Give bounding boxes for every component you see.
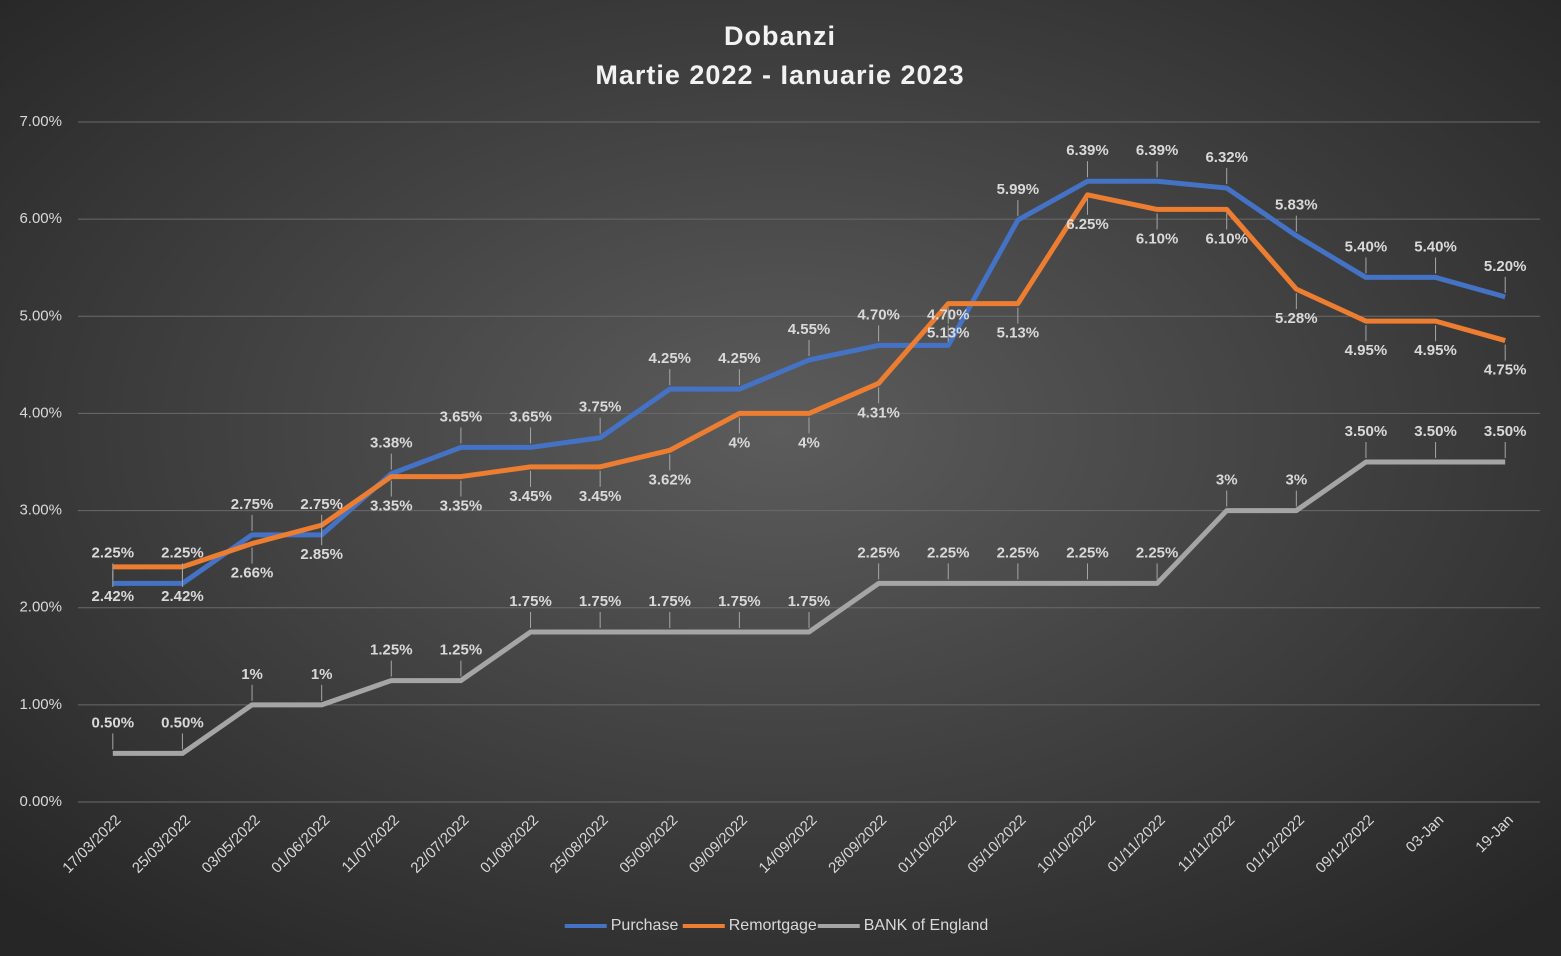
data-label: 1.75% bbox=[788, 593, 831, 610]
y-tick-label: 3.00% bbox=[19, 502, 62, 519]
data-label: 4.25% bbox=[718, 350, 761, 367]
data-label: 4.31% bbox=[857, 404, 900, 421]
data-label: 6.10% bbox=[1136, 230, 1179, 247]
data-label: 4.55% bbox=[788, 321, 831, 338]
data-label: 2.66% bbox=[231, 565, 274, 582]
data-label: 4% bbox=[729, 434, 751, 451]
data-label: 4.25% bbox=[648, 350, 691, 367]
data-label: 6.39% bbox=[1066, 142, 1109, 159]
data-label: 1% bbox=[311, 666, 333, 683]
data-label: 5.40% bbox=[1345, 238, 1388, 255]
data-label: 1.75% bbox=[579, 593, 622, 610]
data-label: 1.75% bbox=[509, 593, 552, 610]
data-label: 3.45% bbox=[509, 488, 552, 505]
data-label: 3.50% bbox=[1345, 423, 1388, 440]
data-label: 5.13% bbox=[927, 325, 970, 342]
data-label: 6.10% bbox=[1205, 230, 1248, 247]
series-line bbox=[112, 178, 1506, 586]
y-tick-label: 1.00% bbox=[19, 696, 62, 713]
legend-label: BANK of England bbox=[864, 917, 989, 934]
data-label: 2.25% bbox=[1066, 544, 1109, 561]
data-label: 5.20% bbox=[1484, 258, 1527, 275]
series-line bbox=[112, 192, 1506, 570]
data-label: 4.95% bbox=[1414, 342, 1457, 359]
data-label: 6.25% bbox=[1066, 216, 1109, 233]
chart-subtitle: Martie 2022 - Ianuarie 2023 bbox=[595, 60, 964, 90]
data-label: 5.99% bbox=[997, 181, 1040, 198]
data-label: 2.25% bbox=[92, 544, 135, 561]
y-tick-label: 7.00% bbox=[19, 113, 62, 130]
data-label: 3.62% bbox=[648, 471, 691, 488]
data-label: 1.25% bbox=[370, 642, 413, 659]
y-tick-label: 5.00% bbox=[19, 307, 62, 324]
data-label: 2.75% bbox=[231, 496, 274, 513]
data-label: 3.45% bbox=[579, 488, 622, 505]
data-label: 3% bbox=[1285, 472, 1307, 489]
data-label: 5.13% bbox=[997, 325, 1040, 342]
y-tick-label: 0.00% bbox=[19, 793, 62, 810]
data-label: 2.25% bbox=[161, 544, 204, 561]
data-label: 2.25% bbox=[1136, 544, 1179, 561]
data-label: 3.35% bbox=[370, 498, 413, 515]
data-label: 4.70% bbox=[857, 306, 900, 323]
data-label: 1% bbox=[241, 666, 263, 683]
data-label: 6.32% bbox=[1205, 149, 1248, 166]
data-label: 2.42% bbox=[161, 588, 204, 605]
data-label: 2.42% bbox=[92, 588, 135, 605]
data-label: 2.75% bbox=[300, 496, 343, 513]
y-tick-label: 6.00% bbox=[19, 210, 62, 227]
data-label: 2.85% bbox=[300, 546, 343, 563]
data-label: 6.39% bbox=[1136, 142, 1179, 159]
data-label: 5.83% bbox=[1275, 197, 1318, 214]
data-label: 3.75% bbox=[579, 399, 622, 416]
data-label: 0.50% bbox=[161, 714, 204, 731]
data-label: 3.65% bbox=[440, 408, 483, 425]
data-label: 1.75% bbox=[648, 593, 691, 610]
chart-title: Dobanzi bbox=[724, 21, 836, 51]
legend-label: Purchase bbox=[611, 917, 679, 934]
data-label: 2.25% bbox=[857, 544, 900, 561]
data-label: 0.50% bbox=[92, 714, 135, 731]
data-label: 4% bbox=[798, 434, 820, 451]
data-label: 2.25% bbox=[927, 544, 970, 561]
data-label: 5.28% bbox=[1275, 310, 1318, 327]
data-label: 3.50% bbox=[1414, 423, 1457, 440]
data-label: 4.75% bbox=[1484, 362, 1527, 379]
data-label: 4.95% bbox=[1345, 342, 1388, 359]
data-label: 3% bbox=[1216, 472, 1238, 489]
y-tick-label: 2.00% bbox=[19, 599, 62, 616]
data-label: 2.25% bbox=[997, 544, 1040, 561]
y-tick-label: 4.00% bbox=[19, 404, 62, 421]
data-label: 3.38% bbox=[370, 435, 413, 452]
legend-label: Remortgage bbox=[729, 917, 817, 934]
data-label: 1.25% bbox=[440, 642, 483, 659]
data-label: 1.75% bbox=[718, 593, 761, 610]
data-label: 3.35% bbox=[440, 498, 483, 515]
data-label: 3.65% bbox=[509, 408, 552, 425]
series-line bbox=[112, 459, 1506, 756]
data-label: 5.40% bbox=[1414, 238, 1457, 255]
data-label: 3.50% bbox=[1484, 423, 1527, 440]
